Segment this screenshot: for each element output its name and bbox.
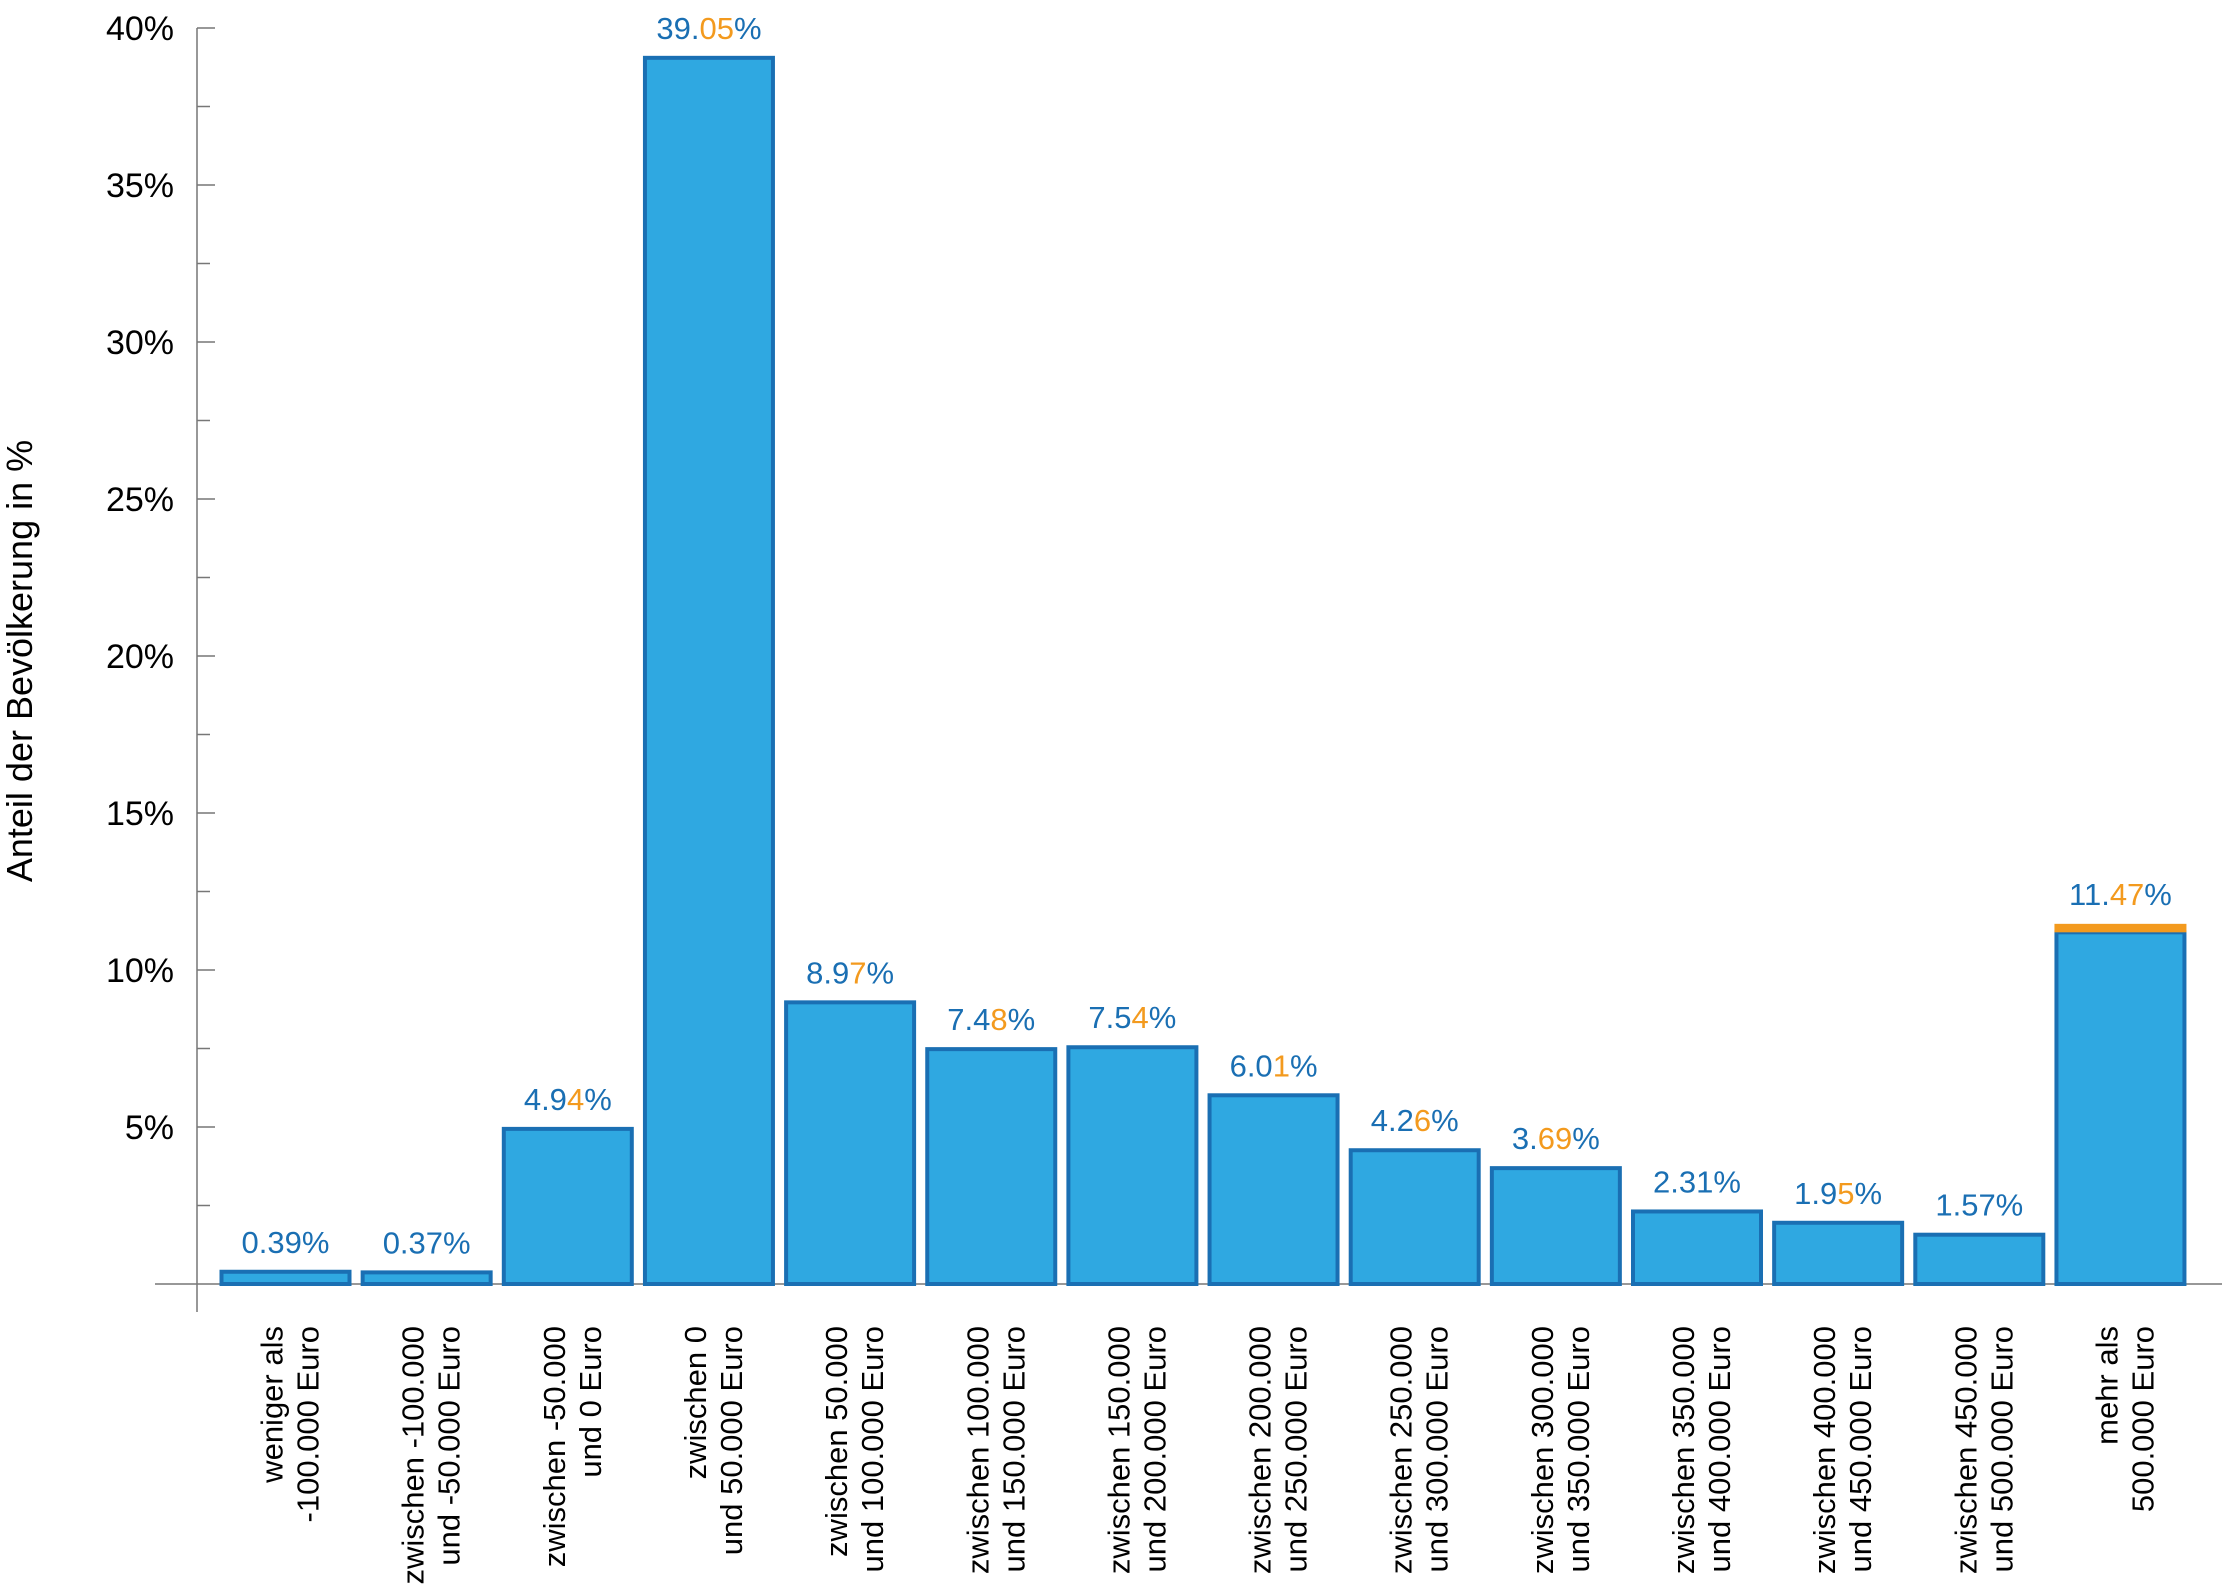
x-category-label: weniger als -100.000 Euro: [255, 1326, 326, 1522]
x-category-label: zwischen -100.000 und -50.000 Euro: [396, 1326, 467, 1585]
y-axis: 5% 10% 15% 20% 25% 30% 35% 40%: [106, 10, 215, 1312]
bar: [219, 1269, 352, 1287]
x-category-label-line: und 150.000 Euro: [996, 1326, 1031, 1573]
y-tick-label: 30%: [106, 324, 174, 362]
x-category-label-line: und 250.000 Euro: [1279, 1326, 1314, 1573]
x-category-label-line: mehr als: [2089, 1326, 2124, 1445]
x-category-label: zwischen 250.000 und 300.000 Euro: [1384, 1326, 1455, 1574]
x-category-label-line: zwischen -100.000: [396, 1326, 431, 1585]
x-category-label-line: und -50.000 Euro: [432, 1326, 467, 1566]
bar: [1348, 1148, 1481, 1286]
x-category-label: zwischen 150.000 und 200.000 Euro: [1101, 1326, 1172, 1574]
x-category-label-line: -100.000 Euro: [291, 1326, 326, 1522]
bar: [925, 1047, 1058, 1287]
x-category-label: zwischen 400.000 und 450.000 Euro: [1807, 1326, 1878, 1574]
y-tick-label: 20%: [106, 638, 174, 676]
x-category-label: zwischen 0 und 50.000 Euro: [678, 1326, 749, 1555]
x-category-label-line: zwischen 300.000: [1525, 1326, 1560, 1574]
y-tick-label: 5%: [125, 1109, 174, 1147]
bar: [2054, 930, 2187, 1286]
bar-value-label: 39.05%: [656, 11, 761, 46]
x-category-label-line: zwischen 150.000: [1101, 1326, 1136, 1574]
bar: [1207, 1093, 1340, 1287]
x-category-label-line: und 500.000 Euro: [1984, 1326, 2019, 1573]
bar-value-label: 8.97%: [806, 955, 894, 990]
x-category-label-line: und 300.000 Euro: [1420, 1326, 1455, 1573]
x-category-label-line: und 350.000 Euro: [1561, 1326, 1596, 1573]
x-category-label-line: weniger als: [255, 1326, 290, 1484]
x-category-label-line: zwischen 250.000: [1384, 1326, 1419, 1574]
x-category-label-line: und 450.000 Euro: [1843, 1326, 1878, 1573]
bar: [1066, 1045, 1199, 1287]
x-category-label: zwischen 100.000 und 150.000 Euro: [960, 1326, 1031, 1574]
x-category-label-line: zwischen -50.000: [537, 1326, 572, 1567]
value-labels: 0.39% 0.37% 4.94% 39.05% 8.97% 7.48% 7.54% 6.01…: [242, 11, 2172, 1261]
x-category-label-line: zwischen 350.000: [1666, 1326, 1701, 1574]
bar-value-label: 6.01%: [1230, 1048, 1318, 1083]
x-category-label: zwischen 50.000 und 100.000 Euro: [819, 1326, 890, 1573]
bar-value-label: 3.69%: [1512, 1121, 1600, 1156]
x-category-label-line: und 400.000 Euro: [1702, 1326, 1737, 1573]
x-category-labels: weniger als -100.000 Euro zwischen -100.00…: [255, 1326, 2161, 1585]
x-category-label-line: zwischen 100.000: [960, 1326, 995, 1574]
x-category-label-line: und 0 Euro: [573, 1326, 608, 1478]
bar-value-label: 1.57%: [1935, 1188, 2023, 1223]
x-category-label: zwischen 350.000 und 400.000 Euro: [1666, 1326, 1737, 1574]
x-category-label: zwischen -50.000 und 0 Euro: [537, 1326, 608, 1567]
bar-value-label: 1.95%: [1794, 1176, 1882, 1211]
bar: [1913, 1232, 2046, 1287]
x-category-label: zwischen 200.000 und 250.000 Euro: [1243, 1326, 1314, 1574]
y-tick-label: 40%: [106, 10, 174, 48]
y-axis-label: Anteil der Bevölkerung in %: [0, 440, 40, 882]
bar-value-label: 7.54%: [1088, 1000, 1176, 1035]
x-category-label-line: und 100.000 Euro: [855, 1326, 890, 1573]
x-category-label-line: zwischen 400.000: [1807, 1326, 1842, 1574]
bar: [360, 1270, 493, 1286]
x-category-label-line: und 200.000 Euro: [1137, 1326, 1172, 1573]
bar: [1489, 1166, 1622, 1287]
y-tick-label: 35%: [106, 167, 174, 205]
bar: [501, 1126, 634, 1287]
bar-value-label: 2.31%: [1653, 1164, 1741, 1199]
bar-value-label: 4.94%: [524, 1082, 612, 1117]
bar: [784, 1000, 917, 1286]
x-category-label-line: zwischen 450.000: [1948, 1326, 1983, 1574]
x-category-label-line: und 50.000 Euro: [714, 1326, 749, 1555]
x-category-label-line: 500.000 Euro: [2125, 1326, 2160, 1512]
x-category-label: zwischen 300.000 und 350.000 Euro: [1525, 1326, 1596, 1574]
bar-value-label: 0.37%: [383, 1225, 471, 1260]
bar-value-label: 0.39%: [242, 1225, 330, 1260]
bar-value-label: 7.48%: [947, 1002, 1035, 1037]
bar: [642, 55, 775, 1287]
y-tick-label: 10%: [106, 952, 174, 990]
x-category-label-line: zwischen 200.000: [1243, 1326, 1278, 1574]
x-category-label-line: zwischen 50.000: [819, 1326, 854, 1557]
bars: [219, 55, 2187, 1287]
bar: [1631, 1209, 1763, 1286]
bar-highlight-cap: [2054, 923, 2187, 933]
y-tick-label: 25%: [106, 481, 174, 519]
bar-value-label: 11.47%: [2069, 877, 2172, 912]
x-category-label: zwischen 450.000 und 500.000 Euro: [1948, 1326, 2019, 1574]
bar: [1772, 1220, 1905, 1287]
x-category-label-line: zwischen 0: [678, 1326, 713, 1479]
bar-value-label: 4.26%: [1371, 1103, 1459, 1138]
x-category-label: mehr als 500.000 Euro: [2089, 1326, 2160, 1512]
y-tick-label: 15%: [106, 795, 174, 833]
